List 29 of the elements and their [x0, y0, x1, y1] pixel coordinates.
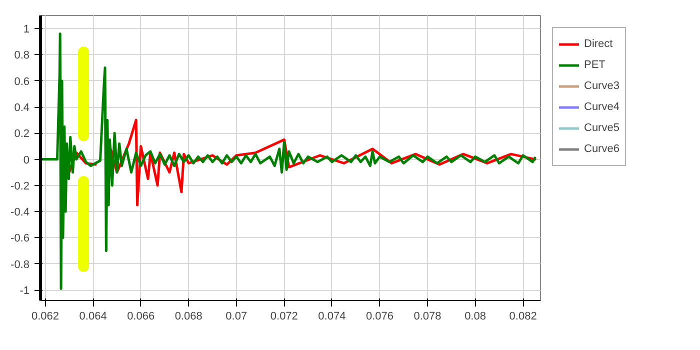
- x-tick-label: 0.062: [32, 310, 60, 322]
- x-tick-label: 0.074: [318, 310, 346, 322]
- y-tick-label: -0.8: [10, 258, 30, 271]
- y-tick-label: -1: [20, 285, 30, 298]
- y-tick-label: 0.2: [14, 128, 30, 140]
- legend-label: Curve4: [584, 100, 620, 114]
- x-tick-label: 0.066: [127, 310, 155, 322]
- x-tick-label: 0.07: [226, 310, 248, 322]
- y-tick-label: -0.2: [10, 180, 30, 192]
- legend-label: PET: [584, 58, 606, 72]
- x-tick-label: 0.072: [270, 310, 298, 322]
- x-tick-label: 0.078: [414, 310, 442, 322]
- y-tick-label: 0: [23, 154, 30, 166]
- y-tick-label: 1: [23, 24, 30, 36]
- line-series: [40, 32, 536, 290]
- x-tick-label: 0.082: [509, 310, 537, 322]
- legend-label: Direct: [584, 37, 613, 51]
- y-tick-label: 0.8: [14, 50, 30, 62]
- legend-label: Curve5: [584, 121, 620, 135]
- x-tick-label: 0.068: [174, 310, 202, 322]
- y-tick-label: -0.4: [10, 206, 30, 219]
- y-tick-label: 0.4: [14, 102, 30, 114]
- x-tick-label: 0.076: [366, 310, 394, 322]
- y-tick-label: -0.6: [10, 232, 30, 245]
- x-tick-label: 0.064: [79, 310, 107, 322]
- y-tick-label: 0.6: [14, 76, 30, 88]
- legend-label: Curve3: [584, 79, 620, 93]
- x-tick-label: 0.08: [464, 310, 486, 322]
- legend-label: Curve6: [584, 142, 620, 156]
